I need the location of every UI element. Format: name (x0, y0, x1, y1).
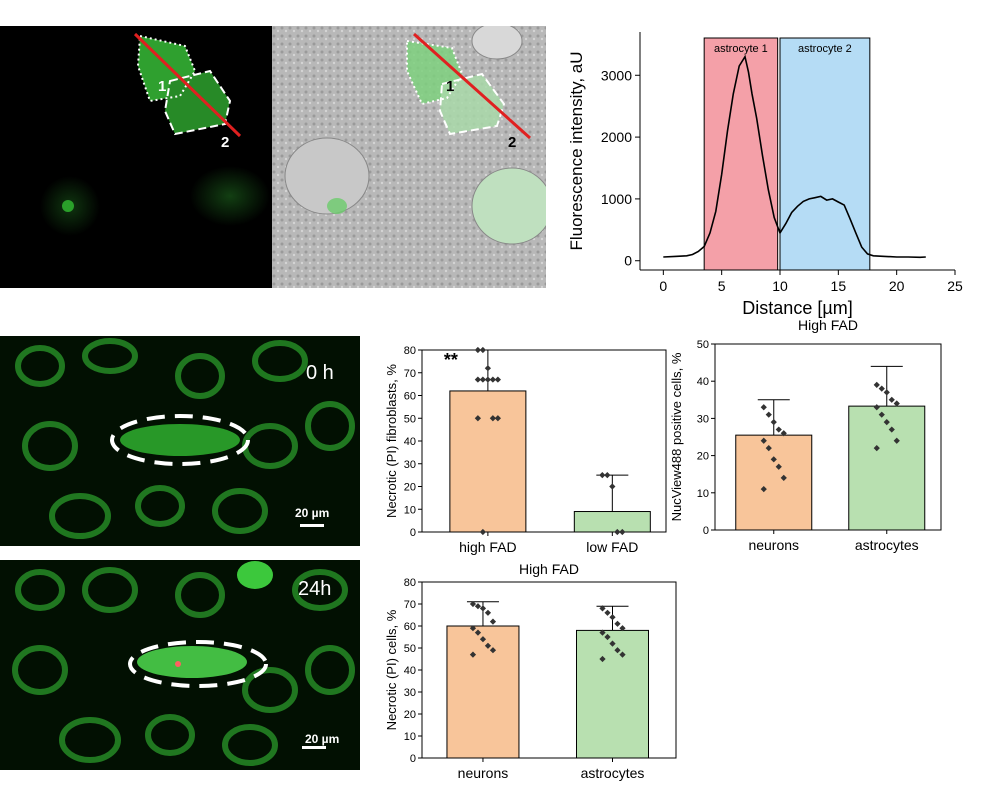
x-tick-label: astrocytes (581, 765, 645, 781)
y-tick-label: 20 (404, 482, 416, 494)
x-tick-label: astrocytes (855, 537, 919, 553)
y-axis-label: Necrotic (PI) cells, % (384, 609, 399, 730)
y-tick-label: 80 (404, 345, 416, 357)
region-label-1: 1 (158, 78, 167, 95)
data-point (604, 472, 611, 479)
micrograph-24h: 24h 20 µm (0, 560, 360, 770)
x-axis-label: Distance [µm] (742, 298, 852, 318)
chart-title: High FAD (798, 317, 858, 333)
y-tick-label: 0 (703, 525, 709, 537)
y-tick-label: 20 (404, 709, 416, 721)
micrograph-overlay: 1 2 (272, 26, 546, 288)
data-point (770, 419, 777, 426)
chart-title: High FAD (519, 561, 579, 577)
time-label-24h: 24h (298, 578, 332, 600)
data-point (489, 618, 497, 625)
y-tick-label: 3000 (601, 67, 632, 83)
y-axis-label: Necrotic (PI) fibroblasts, % (384, 364, 399, 518)
data-point (484, 376, 491, 383)
y-axis-label: Fluorescence intensity, aU (567, 51, 586, 250)
y-tick-label: 70 (404, 368, 416, 380)
region-label-2: 2 (508, 134, 517, 151)
data-point (484, 365, 491, 372)
x-tick-label: 0 (659, 278, 667, 294)
y-tick-label: 30 (404, 459, 416, 471)
plot-frame (714, 343, 942, 531)
region-box (703, 37, 779, 271)
y-tick-label: 0 (624, 253, 632, 269)
fluorescence-profile-chart: astrocyte 1 astrocyte 2 0 1000 2000 3000 0 5 10 1… (567, 32, 963, 318)
series-line (663, 54, 926, 259)
nucview-chart: High FAD 0 10 20 30 40 50 neurons astrocytes NucV… (669, 317, 942, 553)
data-point (494, 376, 501, 383)
significance-annotation: ** (444, 350, 458, 370)
y-axis-label: NucView488 positive cells, % (669, 352, 684, 521)
data-point (873, 381, 880, 389)
data-point (479, 346, 486, 354)
data-point (775, 426, 782, 433)
micrograph-0h-image (0, 336, 360, 546)
necrotic-fibroblasts-chart: 0 10 20 30 40 50 60 70 80 high FAD low FAD ** Necrot… (384, 345, 667, 555)
data-point (765, 411, 772, 418)
y-tick-label: 40 (404, 665, 416, 677)
necrotic-cells-chart: High FAD 0 10 20 30 40 50 60 70 80 neurons astrocyt… (384, 561, 677, 781)
y-tick-label: 0 (410, 527, 416, 539)
x-tick-label: high FAD (459, 539, 517, 555)
y-tick-label: 50 (404, 643, 416, 655)
data-point (614, 620, 621, 627)
data-point (609, 614, 616, 621)
y-tick-label: 20 (697, 451, 709, 463)
bar (848, 405, 926, 531)
y-tick-label: 30 (404, 687, 416, 699)
data-point (878, 385, 885, 392)
y-tick-label: 30 (697, 413, 709, 425)
x-tick-label: neurons (458, 765, 509, 781)
region-label: astrocyte 2 (798, 43, 852, 55)
micrograph-24h-image (0, 560, 360, 770)
data-point (888, 396, 895, 403)
y-tick-label: 70 (404, 599, 416, 611)
region-label: astrocyte 1 (714, 43, 768, 55)
y-tick-label: 40 (697, 376, 709, 388)
micrograph-fluorescence: 1 2 (0, 26, 272, 288)
y-tick-label: 40 (404, 436, 416, 448)
y-tick-label: 2000 (601, 129, 632, 145)
micrograph-0h: 0 h 20 µm (0, 336, 360, 546)
region-label-2: 2 (221, 134, 230, 151)
micrograph-overlay-image (272, 26, 546, 288)
y-tick-label: 60 (404, 391, 416, 403)
y-tick-label: 60 (404, 621, 416, 633)
y-tick-label: 10 (697, 488, 709, 500)
y-tick-label: 0 (410, 753, 416, 765)
y-tick-label: 10 (404, 504, 416, 516)
data-point (484, 609, 492, 616)
y-tick-label: 50 (697, 339, 709, 351)
y-tick-label: 50 (404, 413, 416, 425)
x-tick-label: 15 (831, 278, 847, 294)
bar (449, 390, 527, 533)
data-point (760, 404, 767, 411)
x-tick-label: 20 (889, 278, 905, 294)
region-label-1: 1 (446, 78, 455, 95)
x-tick-label: low FAD (586, 539, 638, 555)
data-point (883, 389, 890, 396)
bar (735, 434, 813, 531)
micrograph-fluorescence-image (0, 26, 272, 288)
x-tick-label: neurons (748, 537, 799, 553)
data-point (604, 609, 611, 616)
bar (573, 511, 651, 533)
time-label-0h: 0 h (306, 362, 334, 384)
y-tick-label: 1000 (601, 191, 632, 207)
bar (576, 629, 649, 759)
x-tick-label: 5 (718, 278, 726, 294)
x-tick-label: 25 (947, 278, 963, 294)
y-tick-label: 10 (404, 731, 416, 743)
scale-bar-label: 20 µm (295, 506, 330, 520)
scale-bar-label: 20 µm (305, 732, 340, 746)
y-tick-label: 80 (404, 577, 416, 589)
bar (446, 625, 520, 759)
data-point (609, 483, 616, 490)
x-tick-label: 10 (772, 278, 788, 294)
